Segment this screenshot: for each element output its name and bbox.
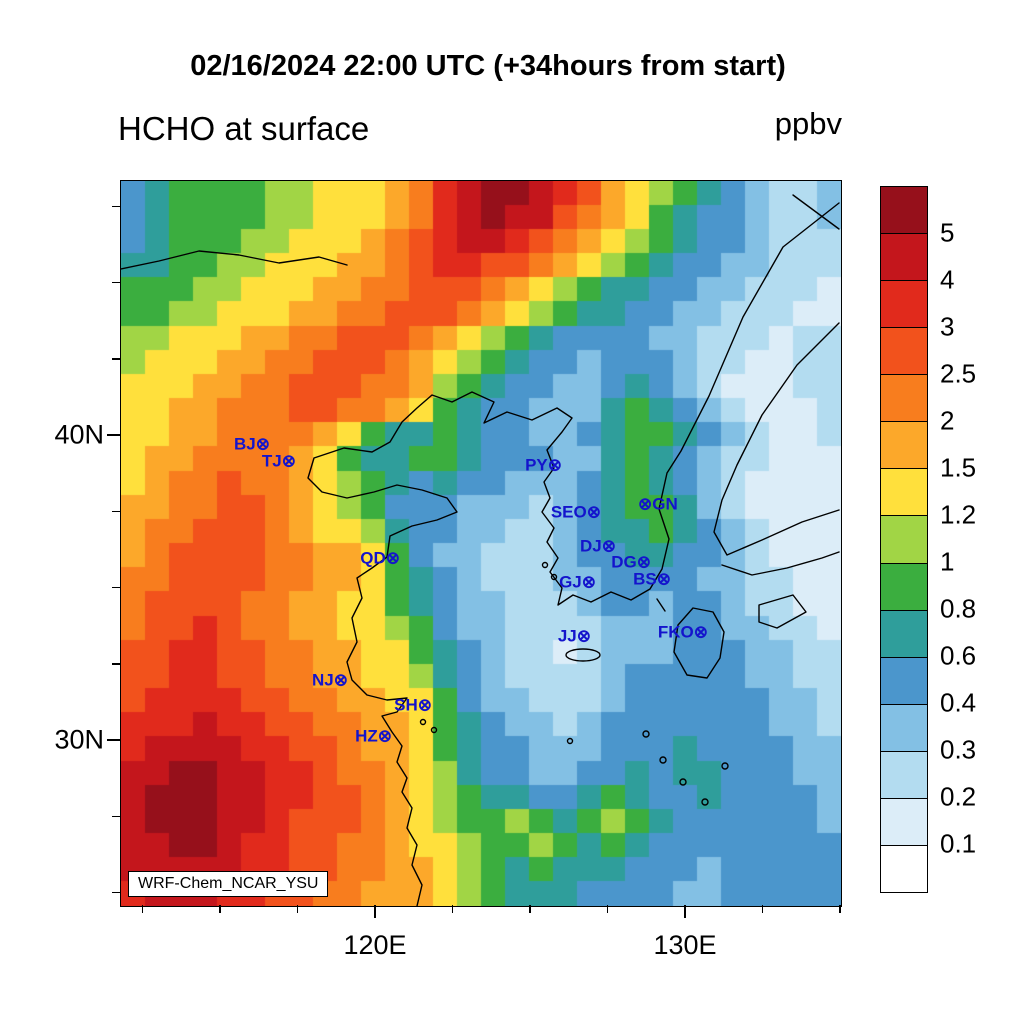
coastline-honshu-north (713, 322, 840, 556)
station-marker-dg: DG⊗ (611, 552, 651, 572)
station-marker-py: PY⊗ (525, 455, 562, 475)
colorbar-cell (881, 563, 927, 611)
model-watermark: WRF-Chem_NCAR_YSU (128, 871, 329, 897)
colorbar-cell (881, 187, 927, 235)
colorbar-cell (881, 798, 927, 846)
figure-title: 02/16/2024 22:00 UTC (+34hours from star… (190, 50, 786, 82)
colorbar-cell (881, 234, 927, 282)
island (679, 778, 687, 786)
colorbar-cell (881, 375, 927, 423)
coastline-shikoku (758, 594, 807, 629)
station-marker-dj: DJ⊗ (580, 536, 616, 556)
station-marker-bs: BS⊗ (633, 569, 671, 589)
colorbar-tick-label: 0.1 (940, 828, 977, 859)
y-axis-tick (112, 358, 120, 360)
coastline-honshu-south (721, 551, 840, 576)
island (701, 798, 709, 806)
colorbar-cell (881, 281, 927, 329)
coastline-tsushima (656, 598, 666, 612)
colorbar-tick-label: 1.2 (940, 499, 977, 530)
x-axis-tick (219, 905, 221, 913)
colorbar-cell (881, 610, 927, 658)
x-axis-label: 120E (343, 930, 407, 960)
y-axis-tick (107, 739, 120, 741)
coastline-jeju (565, 648, 601, 662)
colorbar-cell (881, 422, 927, 470)
y-axis-label: 40N (54, 419, 104, 450)
y-axis-tick (112, 815, 120, 817)
colorbar-tick-label: 0.6 (940, 640, 977, 671)
island (566, 737, 574, 745)
station-marker-gj: GJ⊗ (559, 572, 596, 592)
island (541, 561, 549, 569)
x-axis-tick (451, 905, 454, 913)
island (659, 756, 667, 764)
colorbar (880, 186, 928, 893)
y-axis-tick (112, 891, 120, 894)
x-axis-tick (684, 905, 686, 918)
map-panel: BJ⊗ TJ⊗ PY⊗ SEO⊗ ⊗GN QD⊗ DJ⊗ DG⊗ GJ⊗ BS⊗ JJ⊗ FKO⊗ NJ… (120, 180, 842, 907)
colorbar-cell (881, 469, 927, 517)
x-axis-tick (374, 905, 376, 918)
y-axis-tick (112, 586, 120, 589)
station-marker-jj: JJ⊗ (557, 626, 591, 646)
colorbar-tick-label: 0.3 (940, 734, 977, 765)
colorbar-cell (881, 845, 927, 892)
x-axis-label: 130E (653, 930, 717, 960)
y-axis-tick (112, 205, 120, 207)
colorbar-tick-label: 3 (940, 311, 955, 342)
island (550, 573, 558, 581)
station-marker-hz: HZ⊗ (355, 726, 392, 746)
station-marker-bj: BJ⊗ (234, 434, 270, 454)
x-axis-tick (296, 905, 299, 913)
coastline-north-china (121, 250, 348, 270)
station-markers-layer: BJ⊗ TJ⊗ PY⊗ SEO⊗ ⊗GN QD⊗ DJ⊗ DG⊗ GJ⊗ BS⊗ JJ⊗ FKO⊗ NJ… (121, 181, 841, 906)
station-marker-seo: SEO⊗ (550, 502, 601, 522)
coastline-northeast-corner (792, 194, 840, 230)
y-axis-tick (112, 281, 120, 284)
y-axis-tick (112, 663, 120, 665)
station-marker-fko: FKO⊗ (657, 622, 708, 642)
y-axis-tick (112, 510, 120, 512)
colorbar-tick-label: 0.8 (940, 593, 977, 624)
colorbar-cell (881, 328, 927, 376)
station-marker-sh: SH⊗ (394, 695, 432, 715)
y-axis-tick (107, 434, 120, 436)
colorbar-cell (881, 657, 927, 705)
y-axis-label: 30N (54, 724, 104, 755)
coastlines-overlay (121, 194, 840, 906)
variable-title: HCHO at surface (118, 110, 370, 147)
colorbar-tick-label: 1.5 (940, 452, 977, 483)
colorbar-tick-label: 4 (940, 264, 955, 295)
x-axis-tick (529, 905, 531, 913)
colorbar-tick-label: 1 (940, 546, 955, 577)
station-marker-gn: ⊗GN (638, 494, 678, 514)
x-axis-tick (606, 905, 609, 913)
colorbar-tick-label: 0.4 (940, 687, 977, 718)
colorbar-tick-label: 0.2 (940, 781, 977, 812)
island (430, 726, 438, 734)
colorbar-cell (881, 516, 927, 564)
station-marker-tj: TJ⊗ (261, 451, 296, 471)
island (721, 762, 729, 770)
colorbar-tick-label: 2 (940, 405, 955, 436)
station-marker-qd: QD⊗ (360, 548, 400, 568)
units-label: ppbv (774, 106, 842, 141)
station-marker-nj: NJ⊗ (312, 670, 348, 690)
x-axis-tick (839, 905, 841, 913)
colorbar-cell (881, 751, 927, 799)
colorbar-tick-label: 2.5 (940, 358, 977, 389)
colorbar-tick-label: 5 (940, 217, 955, 248)
island (419, 718, 427, 726)
coastline-mainland (307, 202, 840, 906)
x-axis-tick (761, 905, 764, 913)
coastline-kyushu (673, 607, 725, 679)
x-axis-tick (141, 905, 144, 913)
island (642, 730, 650, 738)
colorbar-cell (881, 704, 927, 752)
